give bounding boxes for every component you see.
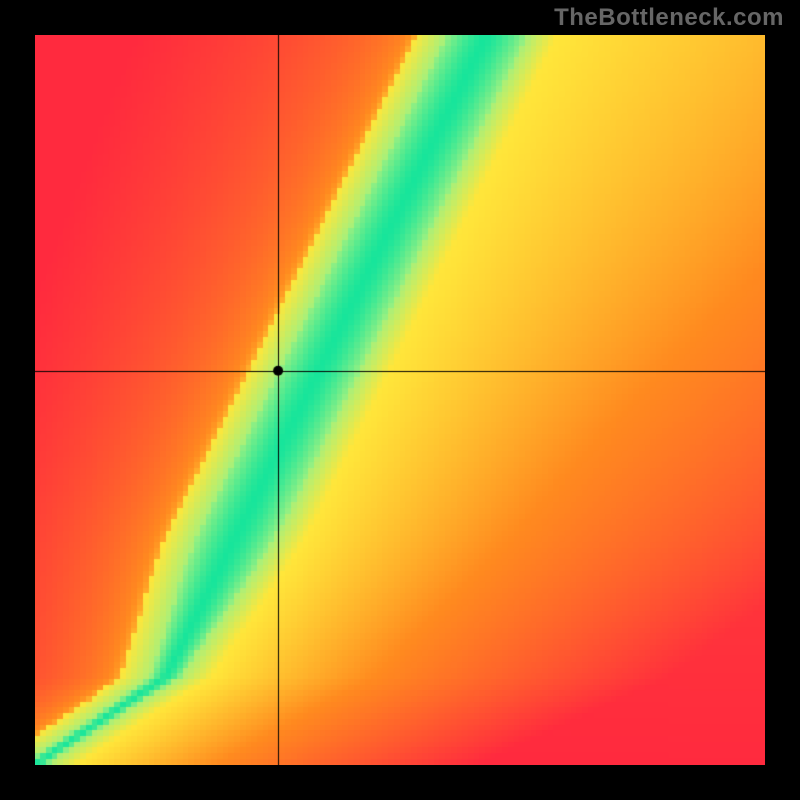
bottleneck-heatmap bbox=[35, 35, 765, 765]
crosshair-overlay bbox=[35, 35, 765, 765]
watermark-text: TheBottleneck.com bbox=[554, 4, 784, 32]
chart-frame: TheBottleneck.com bbox=[0, 0, 800, 800]
